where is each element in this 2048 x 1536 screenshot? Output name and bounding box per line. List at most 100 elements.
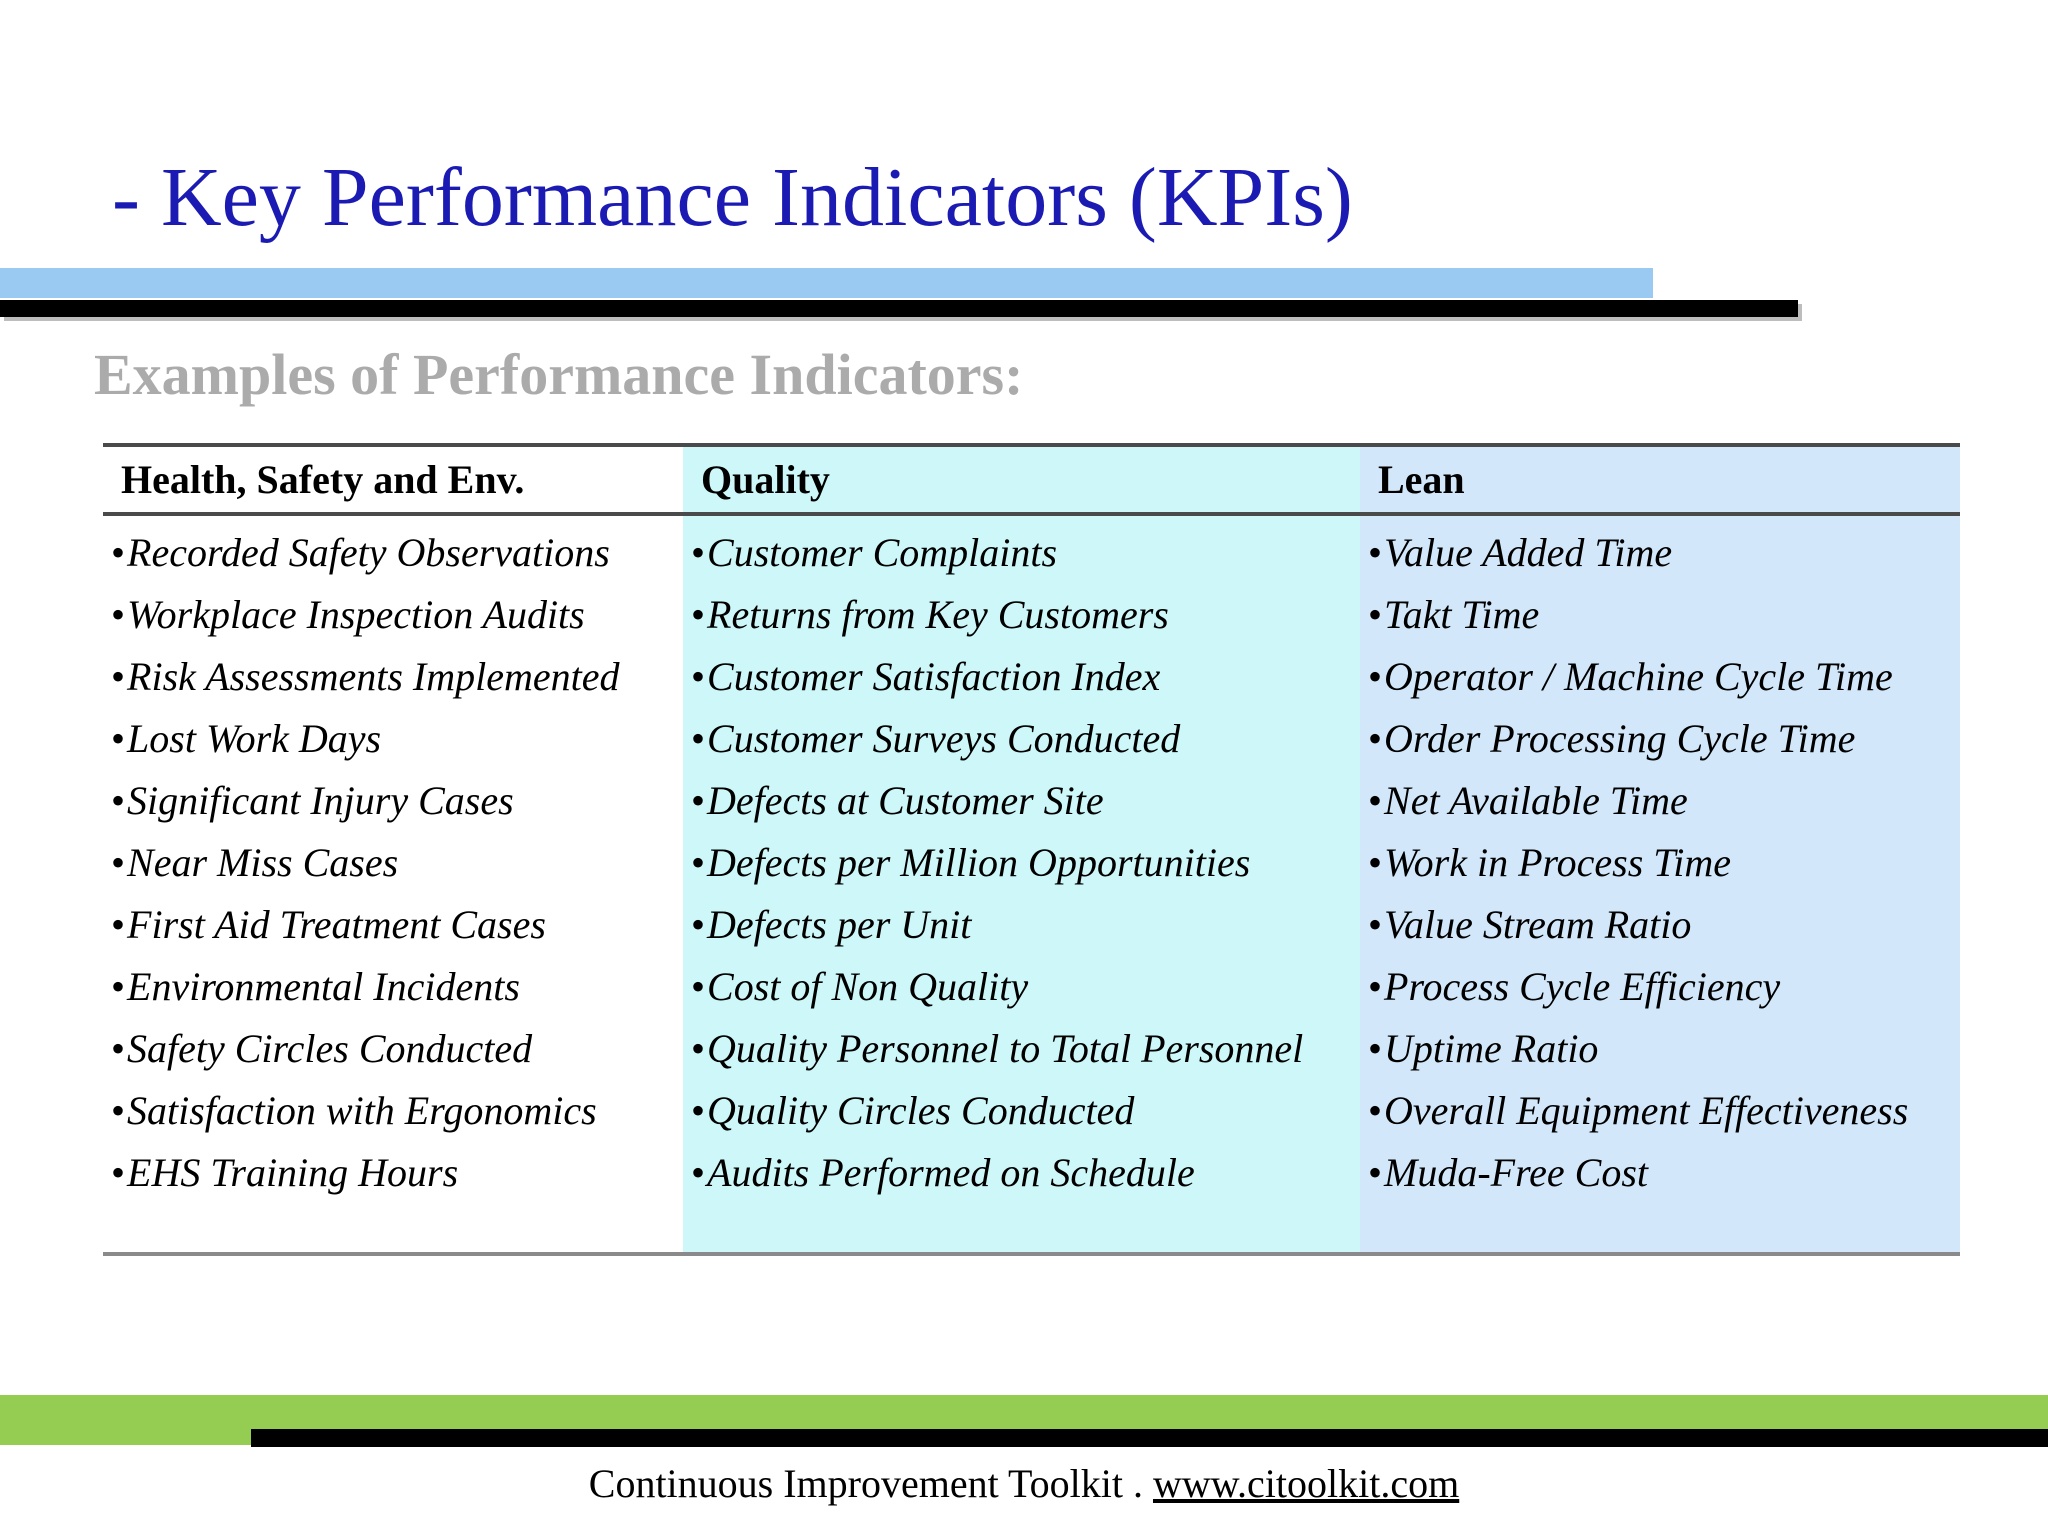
kpi-list-item: •Near Miss Cases <box>111 832 683 894</box>
column-lean: •Value Added Time •Takt Time •Operator / M… <box>1360 516 1960 1252</box>
kpi-item-label: Near Miss Cases <box>127 840 399 885</box>
subtitle: Examples of Performance Indicators: <box>94 342 1024 407</box>
column-header-lean: Lean <box>1360 447 1960 512</box>
kpi-list-item: •First Aid Treatment Cases <box>111 894 683 956</box>
bullet-icon: • <box>1368 778 1383 823</box>
kpi-list-item: •Customer Complaints <box>691 522 1360 584</box>
bullet-icon: • <box>111 840 126 885</box>
kpi-list-item: •Customer Surveys Conducted <box>691 708 1360 770</box>
kpi-list-item: •Net Available Time <box>1368 770 1960 832</box>
kpi-item-label: Muda-Free Cost <box>1384 1150 1649 1195</box>
bullet-icon: • <box>111 1150 126 1195</box>
kpi-item-label: Defects per Million Opportunities <box>707 840 1251 885</box>
column-health-safety-env: •Recorded Safety Observations •Workplace … <box>103 516 683 1252</box>
bullet-icon: • <box>111 1026 126 1071</box>
kpi-list-item: •Work in Process Time <box>1368 832 1960 894</box>
kpi-list-item: •Process Cycle Efficiency <box>1368 956 1960 1018</box>
kpi-list-item: •Environmental Incidents <box>111 956 683 1018</box>
kpi-item-label: Recorded Safety Observations <box>127 530 610 575</box>
kpi-item-label: Order Processing Cycle Time <box>1384 716 1856 761</box>
kpi-list-item: •Audits Performed on Schedule <box>691 1142 1360 1204</box>
bullet-icon: • <box>111 902 126 947</box>
kpi-list-item: •Safety Circles Conducted <box>111 1018 683 1080</box>
bullet-icon: • <box>1368 530 1383 575</box>
kpi-item-label: Uptime Ratio <box>1384 1026 1599 1071</box>
kpi-list-item: •Defects at Customer Site <box>691 770 1360 832</box>
bullet-icon: • <box>111 778 126 823</box>
kpi-item-label: Takt Time <box>1384 592 1540 637</box>
kpi-list-item: •Quality Personnel to Total Personnel <box>691 1018 1360 1080</box>
bullet-icon: • <box>1368 1150 1383 1195</box>
kpi-list-item: •Lost Work Days <box>111 708 683 770</box>
column-quality: •Customer Complaints •Returns from Key Cu… <box>683 516 1360 1252</box>
bullet-icon: • <box>111 592 126 637</box>
title-underline-blue-bar <box>0 268 1653 298</box>
kpi-item-label: Significant Injury Cases <box>127 778 514 823</box>
kpi-item-label: Value Added Time <box>1384 530 1673 575</box>
footer-separator: . <box>1122 1461 1153 1506</box>
bullet-icon: • <box>691 716 706 761</box>
kpi-list-item: •Muda-Free Cost <box>1368 1142 1960 1204</box>
bullet-icon: • <box>111 964 126 1009</box>
footer-website-link[interactable]: www.citoolkit.com <box>1152 1461 1460 1506</box>
kpi-list-item: •Returns from Key Customers <box>691 584 1360 646</box>
kpi-item-label: Process Cycle Efficiency <box>1384 964 1781 1009</box>
kpi-item-label: Work in Process Time <box>1384 840 1732 885</box>
kpi-list-item: •Workplace Inspection Audits <box>111 584 683 646</box>
kpi-list-item: •Takt Time <box>1368 584 1960 646</box>
kpi-item-label: Lost Work Days <box>127 716 382 761</box>
bullet-icon: • <box>1368 902 1383 947</box>
bullet-icon: • <box>691 1150 706 1195</box>
bullet-icon: • <box>691 654 706 699</box>
bullet-icon: • <box>111 1088 126 1133</box>
kpi-item-label: Quality Circles Conducted <box>707 1088 1135 1133</box>
kpi-list-item: •Satisfaction with Ergonomics <box>111 1080 683 1142</box>
kpi-list-item: •Significant Injury Cases <box>111 770 683 832</box>
kpi-table-bottom-border <box>103 1252 1960 1256</box>
bullet-icon: • <box>1368 1026 1383 1071</box>
bullet-icon: • <box>691 1088 706 1133</box>
bullet-icon: • <box>1368 1088 1383 1133</box>
kpi-item-label: Audits Performed on Schedule <box>707 1150 1195 1195</box>
kpi-list-item: •Defects per Million Opportunities <box>691 832 1360 894</box>
bullet-icon: • <box>1368 592 1383 637</box>
kpi-list-item: •Risk Assessments Implemented <box>111 646 683 708</box>
kpi-item-label: First Aid Treatment Cases <box>127 902 546 947</box>
kpi-table: Health, Safety and Env. Quality Lean •Re… <box>103 443 1960 1256</box>
kpi-list-item: •EHS Training Hours <box>111 1142 683 1204</box>
kpi-item-label: Cost of Non Quality <box>707 964 1029 1009</box>
column-header-health-safety-env: Health, Safety and Env. <box>103 447 683 512</box>
bullet-icon: • <box>1368 716 1383 761</box>
bullet-icon: • <box>691 592 706 637</box>
kpi-list-item: •Overall Equipment Effectiveness <box>1368 1080 1960 1142</box>
kpi-item-label: Satisfaction with Ergonomics <box>127 1088 597 1133</box>
kpi-item-label: Defects at Customer Site <box>707 778 1104 823</box>
kpi-item-label: Net Available Time <box>1384 778 1688 823</box>
kpi-item-label: Returns from Key Customers <box>707 592 1169 637</box>
kpi-item-label: Defects per Unit <box>707 902 972 947</box>
kpi-item-label: Workplace Inspection Audits <box>127 592 585 637</box>
kpi-table-header-row: Health, Safety and Env. Quality Lean <box>103 443 1960 516</box>
kpi-item-label: Risk Assessments Implemented <box>127 654 620 699</box>
kpi-table-body: •Recorded Safety Observations •Workplace … <box>103 516 1960 1252</box>
kpi-item-label: Operator / Machine Cycle Time <box>1384 654 1893 699</box>
bullet-icon: • <box>1368 654 1383 699</box>
bullet-icon: • <box>691 530 706 575</box>
kpi-list-item: •Customer Satisfaction Index <box>691 646 1360 708</box>
bullet-icon: • <box>691 1026 706 1071</box>
kpi-list-item: •Operator / Machine Cycle Time <box>1368 646 1960 708</box>
kpi-list-item: •Cost of Non Quality <box>691 956 1360 1018</box>
bullet-icon: • <box>1368 840 1383 885</box>
bullet-icon: • <box>111 530 126 575</box>
kpi-list-item: •Order Processing Cycle Time <box>1368 708 1960 770</box>
kpi-item-label: Safety Circles Conducted <box>127 1026 533 1071</box>
kpi-item-label: Value Stream Ratio <box>1384 902 1692 947</box>
footer-brand-text: Continuous Improvement Toolkit <box>588 1461 1123 1506</box>
footer: Continuous Improvement Toolkit . www.cit… <box>0 1456 2048 1512</box>
kpi-item-label: Customer Complaints <box>707 530 1058 575</box>
bullet-icon: • <box>691 840 706 885</box>
kpi-list-item: •Recorded Safety Observations <box>111 522 683 584</box>
kpi-list-item: •Quality Circles Conducted <box>691 1080 1360 1142</box>
kpi-list-item: •Defects per Unit <box>691 894 1360 956</box>
